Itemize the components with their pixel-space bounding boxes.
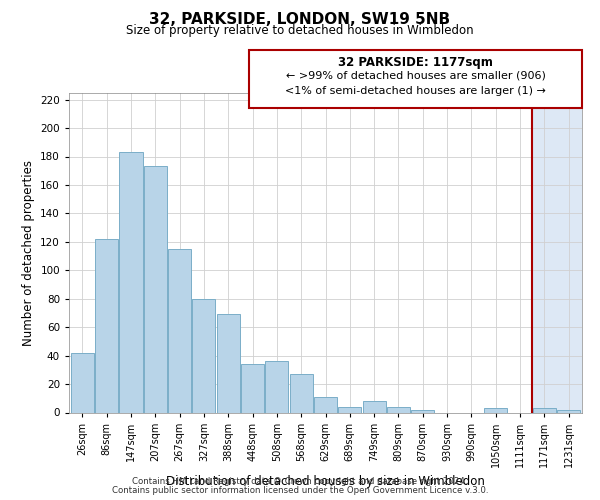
Bar — [119, 152, 143, 412]
Bar — [532, 92, 581, 412]
Bar — [217, 314, 240, 412]
Bar — [290, 374, 313, 412]
Text: 32 PARKSIDE: 1177sqm: 32 PARKSIDE: 1177sqm — [338, 56, 493, 69]
Text: ← >99% of detached houses are smaller (906): ← >99% of detached houses are smaller (9… — [286, 71, 545, 81]
Bar — [241, 364, 264, 412]
Text: Contains public sector information licensed under the Open Government Licence v.: Contains public sector information licen… — [112, 486, 488, 495]
Y-axis label: Number of detached properties: Number of detached properties — [22, 160, 35, 346]
Bar — [557, 410, 580, 412]
Bar — [411, 410, 434, 412]
Bar — [314, 397, 337, 412]
Bar — [71, 353, 94, 412]
Bar — [362, 401, 386, 412]
Bar — [533, 408, 556, 412]
Bar — [387, 407, 410, 412]
Bar — [168, 249, 191, 412]
Bar — [193, 298, 215, 412]
X-axis label: Distribution of detached houses by size in Wimbledon: Distribution of detached houses by size … — [166, 475, 485, 488]
Text: Contains HM Land Registry data © Crown copyright and database right 2024.: Contains HM Land Registry data © Crown c… — [132, 477, 468, 486]
Bar — [144, 166, 167, 412]
Text: 32, PARKSIDE, LONDON, SW19 5NB: 32, PARKSIDE, LONDON, SW19 5NB — [149, 12, 451, 28]
Text: <1% of semi-detached houses are larger (1) →: <1% of semi-detached houses are larger (… — [285, 86, 546, 96]
Bar — [338, 407, 361, 412]
Bar — [484, 408, 507, 412]
Bar — [265, 362, 289, 412]
Bar — [95, 239, 118, 412]
Text: Size of property relative to detached houses in Wimbledon: Size of property relative to detached ho… — [126, 24, 474, 37]
